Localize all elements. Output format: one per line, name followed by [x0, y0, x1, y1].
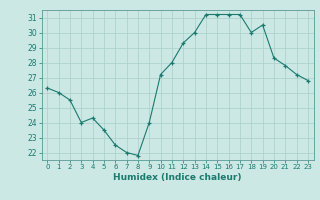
X-axis label: Humidex (Indice chaleur): Humidex (Indice chaleur) — [113, 173, 242, 182]
